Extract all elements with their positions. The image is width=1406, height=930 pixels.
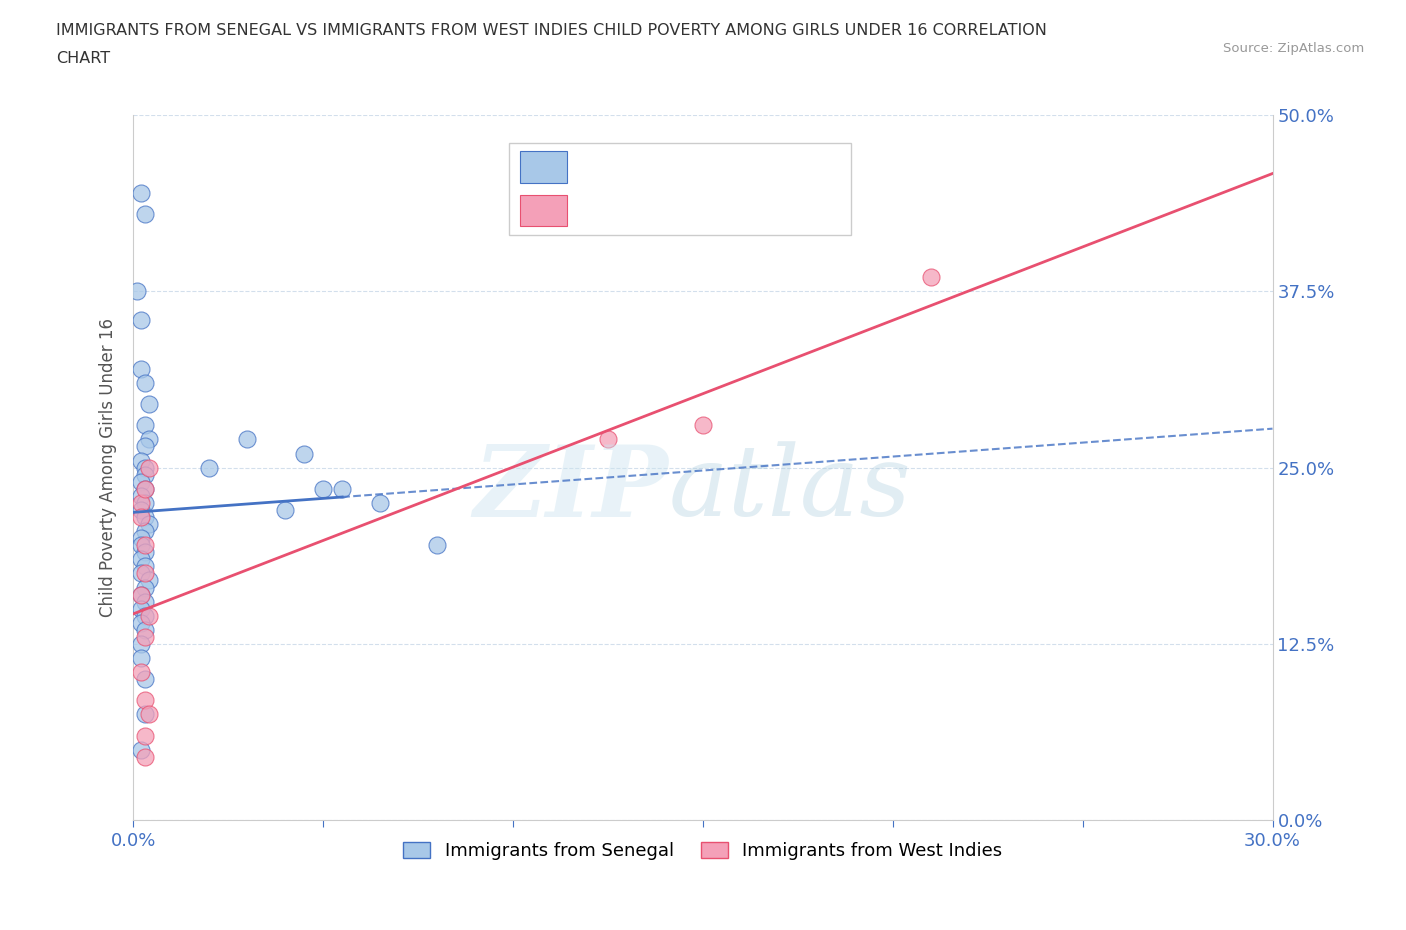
Point <box>134 467 156 482</box>
Point <box>134 545 156 560</box>
Point <box>134 206 156 221</box>
Point <box>129 185 152 200</box>
Point <box>134 671 156 686</box>
Point <box>330 482 353 497</box>
Point <box>134 460 156 475</box>
Point <box>129 665 152 680</box>
Point <box>129 474 152 489</box>
Point <box>134 608 156 623</box>
Text: atlas: atlas <box>669 441 911 537</box>
Point <box>138 460 160 475</box>
Point <box>129 616 152 631</box>
Point <box>129 496 152 511</box>
Point <box>692 418 714 432</box>
Point <box>134 524 156 538</box>
Point <box>134 482 156 497</box>
Point <box>129 531 152 546</box>
Text: Source: ZipAtlas.com: Source: ZipAtlas.com <box>1223 42 1364 55</box>
Point <box>292 446 315 461</box>
Point <box>312 482 335 497</box>
Point <box>138 432 160 446</box>
Point <box>129 636 152 651</box>
Point <box>129 651 152 666</box>
Point <box>129 587 152 602</box>
Point <box>129 502 152 517</box>
Point <box>129 362 152 377</box>
Point <box>129 312 152 327</box>
Point <box>129 742 152 757</box>
Point <box>134 376 156 391</box>
Point <box>138 608 160 623</box>
Y-axis label: Child Poverty Among Girls Under 16: Child Poverty Among Girls Under 16 <box>100 318 117 618</box>
Point <box>129 601 152 616</box>
Point <box>138 707 160 722</box>
Point <box>129 453 152 468</box>
Point <box>596 432 619 446</box>
Point <box>134 693 156 708</box>
Point <box>134 594 156 609</box>
Point <box>134 538 156 552</box>
Point <box>368 496 391 511</box>
Point <box>129 488 152 503</box>
Point <box>134 728 156 743</box>
Point <box>274 502 297 517</box>
Point <box>134 439 156 454</box>
Point <box>134 580 156 595</box>
Point <box>129 587 152 602</box>
Point <box>134 566 156 581</box>
Point <box>138 573 160 588</box>
Point <box>138 516 160 531</box>
Text: CHART: CHART <box>56 51 110 66</box>
Point <box>198 460 221 475</box>
Legend: Immigrants from Senegal, Immigrants from West Indies: Immigrants from Senegal, Immigrants from… <box>396 835 1010 868</box>
Point <box>134 707 156 722</box>
Point <box>129 551 152 566</box>
Point <box>127 284 149 299</box>
Point <box>920 270 942 285</box>
Point <box>129 566 152 581</box>
Point <box>134 418 156 432</box>
Point <box>134 622 156 637</box>
Point <box>134 559 156 574</box>
Text: ZIP: ZIP <box>474 441 669 537</box>
Point <box>134 510 156 525</box>
Point <box>129 510 152 525</box>
Point <box>134 630 156 644</box>
Point <box>138 397 160 412</box>
Point <box>134 482 156 497</box>
Point <box>236 432 259 446</box>
Point <box>129 538 152 552</box>
Point <box>426 538 449 552</box>
Text: IMMIGRANTS FROM SENEGAL VS IMMIGRANTS FROM WEST INDIES CHILD POVERTY AMONG GIRLS: IMMIGRANTS FROM SENEGAL VS IMMIGRANTS FR… <box>56 23 1047 38</box>
Point <box>134 496 156 511</box>
Point <box>134 750 156 764</box>
